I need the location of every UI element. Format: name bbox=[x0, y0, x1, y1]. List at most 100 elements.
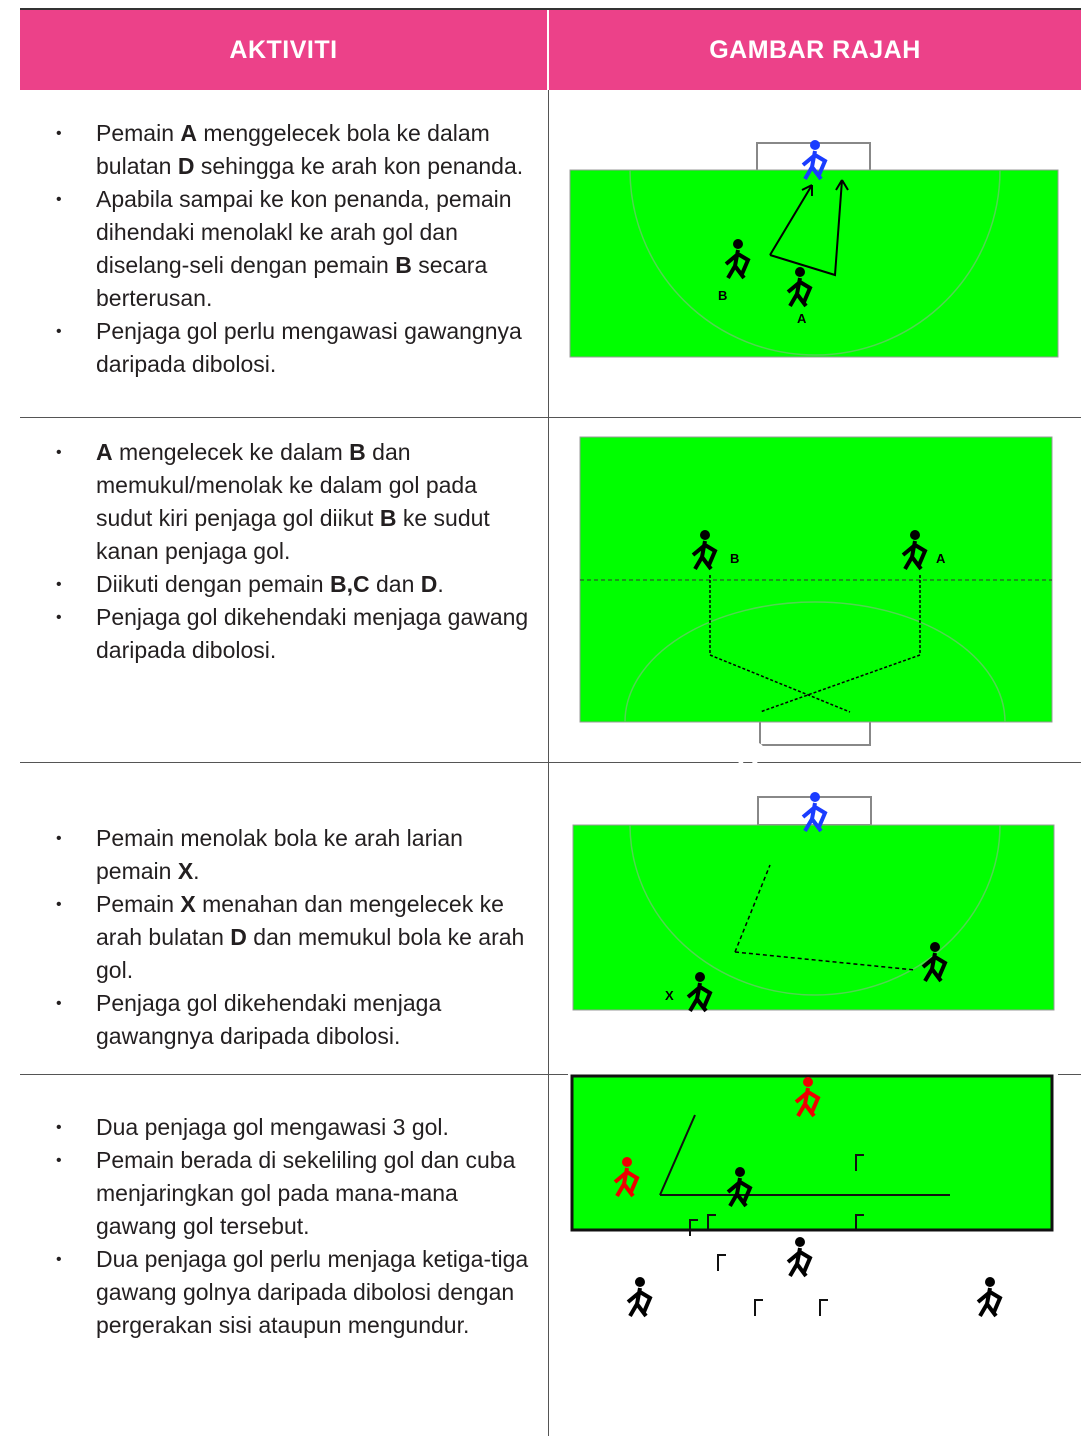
header-cell: AKTIVITI bbox=[20, 10, 547, 90]
player-body bbox=[736, 735, 763, 766]
text: sehingga ke arah kon penanda. bbox=[194, 153, 524, 179]
diagram bbox=[579, 436, 1053, 746]
flag bbox=[855, 1214, 864, 1231]
player-body bbox=[724, 249, 751, 280]
column-divider bbox=[548, 90, 549, 1436]
flag bbox=[819, 1299, 828, 1316]
row-divider bbox=[20, 1074, 1081, 1075]
row-divider bbox=[20, 417, 1081, 418]
diagram bbox=[572, 796, 1055, 1011]
text: Dua penjaga gol mengawasi 3 gol. bbox=[96, 1114, 449, 1140]
player-head bbox=[985, 1277, 995, 1287]
bold-text: A bbox=[96, 439, 113, 465]
player-head bbox=[795, 267, 805, 277]
diagram-label: B bbox=[718, 288, 727, 303]
text: Dua penjaga gol perlu menjaga ketiga-tig… bbox=[96, 1246, 529, 1338]
player-body bbox=[626, 1287, 653, 1318]
text: ke sudut kanan penjaga gol. bbox=[96, 505, 490, 564]
bullet-item: Dua penjaga gol mengawasi 3 gol. bbox=[50, 1111, 535, 1144]
diagram-label: B bbox=[730, 551, 739, 566]
bullet-item: Pemain X menahan dan mengelecek ke arah … bbox=[50, 888, 535, 987]
text: Pemain berada di sekeliling gol dan cuba… bbox=[96, 1147, 516, 1239]
player-body bbox=[726, 1177, 753, 1208]
header-cell: GAMBAR RAJAH bbox=[549, 10, 1081, 90]
player-body bbox=[901, 540, 928, 571]
player-body bbox=[976, 1287, 1003, 1318]
text: menahan dan mengelecek ke arah bulatan bbox=[96, 891, 504, 950]
bullet-item: Dua penjaga gol perlu menjaga ketiga-tig… bbox=[50, 1243, 535, 1342]
player-body bbox=[686, 982, 713, 1013]
player-body bbox=[801, 802, 828, 833]
text: dan memukul/menolak ke dalam gol pada su… bbox=[96, 439, 477, 531]
bold-text: B bbox=[379, 505, 397, 531]
player-head bbox=[803, 1077, 813, 1087]
text: Penjaga gol dikehendaki menjaga gawang d… bbox=[96, 604, 529, 663]
bold-text: D bbox=[177, 153, 195, 179]
bullet-item: Penjaga gol dikehendaki menjaga gawang d… bbox=[50, 601, 535, 667]
table-top-border bbox=[20, 8, 1081, 10]
bullet-item: A mengelecek ke dalam B dan memukul/meno… bbox=[50, 436, 535, 568]
player-head bbox=[810, 792, 820, 802]
bullet-list: Pemain A menggelecek bola ke dalam bulat… bbox=[50, 117, 535, 381]
bold-text: X bbox=[177, 858, 194, 884]
flag bbox=[754, 1299, 763, 1316]
player-body bbox=[691, 540, 718, 571]
text: mengelecek ke dalam bbox=[112, 439, 350, 465]
player-head bbox=[700, 530, 710, 540]
bullet-list: A mengelecek ke dalam B dan memukul/meno… bbox=[50, 436, 535, 667]
player-head bbox=[635, 1277, 645, 1287]
player-head bbox=[810, 140, 820, 150]
player-body bbox=[801, 150, 828, 181]
flag bbox=[707, 1214, 716, 1231]
bold-text: B bbox=[349, 439, 366, 465]
bold-text: X bbox=[180, 891, 196, 917]
diagram-label: X bbox=[665, 988, 674, 1003]
bullet-item: Penjaga gol perlu mengawasi gawangnya da… bbox=[50, 315, 535, 381]
bullet-item: Pemain menolak bola ke arah larian pemai… bbox=[50, 822, 535, 888]
bold-text: A bbox=[180, 120, 197, 146]
text: Penjaga gol dikehendaki menjaga gawangny… bbox=[96, 990, 442, 1049]
diagram-label: A bbox=[936, 551, 946, 566]
text: Pemain bbox=[96, 120, 181, 146]
diagram-label: A bbox=[797, 311, 807, 326]
player-head bbox=[622, 1157, 632, 1167]
bullet-item: Penjaga gol dikehendaki menjaga gawangny… bbox=[50, 987, 535, 1053]
bold-text: D bbox=[420, 571, 438, 597]
activity-cell: Dua penjaga gol mengawasi 3 gol. Pemain b… bbox=[50, 1111, 535, 1342]
player-body bbox=[921, 952, 948, 983]
player-head bbox=[733, 239, 743, 249]
bullet-item: Diikuti dengan pemain B,C dan D. bbox=[50, 568, 535, 601]
bold-text: B,C bbox=[329, 571, 370, 597]
text: dan bbox=[369, 571, 421, 597]
player-body bbox=[786, 1247, 813, 1278]
text: dan memukul bola ke arah gol. bbox=[96, 924, 525, 983]
activity-cell: Pemain A menggelecek bola ke dalam bulat… bbox=[50, 117, 535, 381]
text: Penjaga gol perlu mengawasi gawangnya da… bbox=[96, 318, 522, 377]
player-head bbox=[745, 725, 755, 735]
text: . bbox=[437, 571, 444, 597]
activity-cell: A mengelecek ke dalam B dan memukul/meno… bbox=[50, 436, 535, 667]
flag bbox=[717, 1254, 726, 1271]
bullet-item: Apabila sampai ke kon penanda, pemain di… bbox=[50, 183, 535, 315]
row-divider bbox=[20, 762, 1081, 763]
player-head bbox=[930, 942, 940, 952]
bullet-item: Pemain A menggelecek bola ke dalam bulat… bbox=[50, 117, 535, 183]
bullet-item: Pemain berada di sekeliling gol dan cuba… bbox=[50, 1144, 535, 1243]
text: Pemain menolak bola ke arah larian pemai… bbox=[96, 825, 463, 884]
player-head bbox=[695, 972, 705, 982]
text: menggelecek bola ke dalam bulatan bbox=[96, 120, 490, 179]
flag bbox=[855, 1154, 864, 1171]
player-head bbox=[910, 530, 920, 540]
text: Apabila sampai ke kon penanda, pemain di… bbox=[96, 186, 512, 278]
player-body bbox=[794, 1087, 821, 1118]
text: . bbox=[193, 858, 200, 884]
bullet-list: Pemain menolak bola ke arah larian pemai… bbox=[50, 822, 535, 1053]
bold-text: D bbox=[230, 924, 247, 950]
text: Diikuti dengan pemain bbox=[96, 571, 330, 597]
bold-text: B bbox=[395, 252, 412, 278]
bullet-list: Dua penjaga gol mengawasi 3 gol. Pemain b… bbox=[50, 1111, 535, 1342]
player-head bbox=[795, 1237, 805, 1247]
activity-cell: Pemain menolak bola ke arah larian pemai… bbox=[50, 822, 535, 1053]
